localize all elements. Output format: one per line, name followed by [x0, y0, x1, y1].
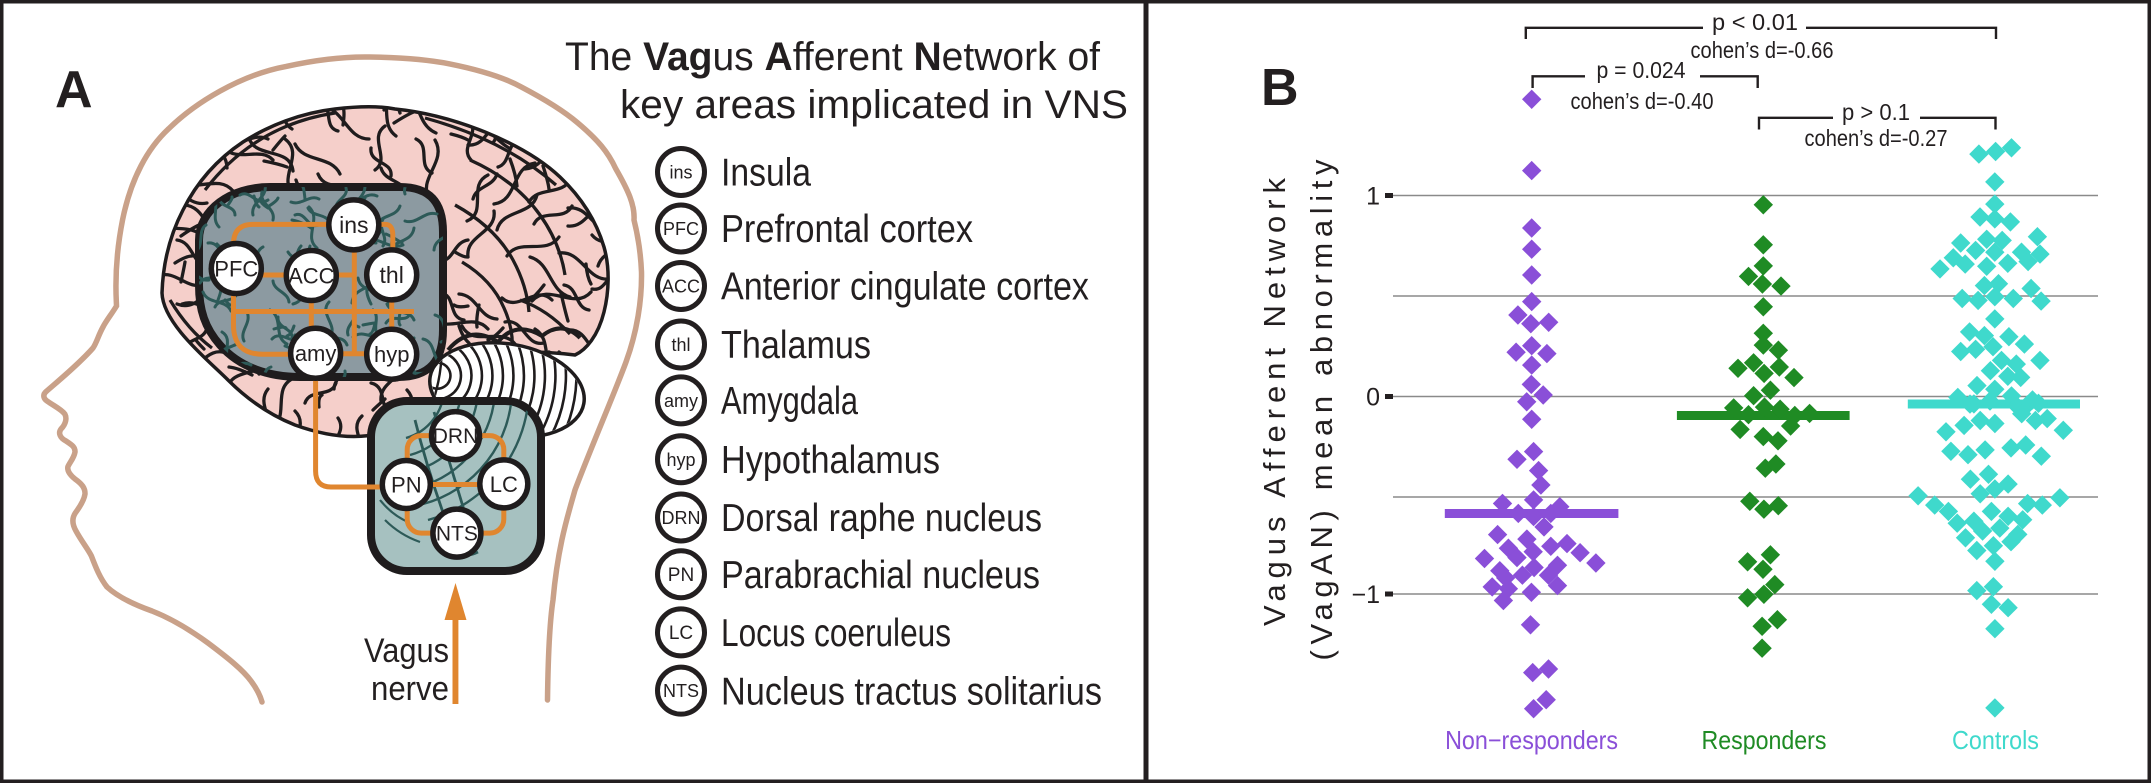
svg-text:PN: PN — [668, 565, 694, 586]
svg-text:thl: thl — [671, 335, 690, 355]
svg-text:p = 0.024: p = 0.024 — [1597, 57, 1686, 83]
svg-text:Prefrontal cortex: Prefrontal cortex — [721, 208, 973, 251]
svg-text:hyp: hyp — [666, 450, 695, 470]
svg-text:Non−responders: Non−responders — [1445, 725, 1618, 755]
svg-text:LC: LC — [669, 623, 693, 644]
svg-text:hyp: hyp — [374, 342, 409, 367]
svg-text:Responders: Responders — [1702, 725, 1827, 755]
svg-text:(VagAN) mean abnormality: (VagAN) mean abnormality — [1304, 159, 1339, 661]
svg-text:PN: PN — [391, 472, 422, 497]
svg-text:NTS: NTS — [663, 681, 699, 701]
svg-text:p > 0.1: p > 0.1 — [1842, 99, 1910, 125]
svg-text:DRN: DRN — [662, 508, 701, 528]
svg-text:0: 0 — [1366, 383, 1380, 411]
svg-text:p < 0.01: p < 0.01 — [1712, 9, 1798, 35]
svg-text:Dorsal raphe nucleus: Dorsal raphe nucleus — [721, 497, 1042, 540]
svg-text:thl: thl — [380, 262, 404, 288]
svg-text:Parabrachial nucleus: Parabrachial nucleus — [721, 554, 1040, 597]
svg-text:Amygdala: Amygdala — [721, 380, 858, 423]
svg-text:NTS: NTS — [436, 523, 478, 546]
svg-text:Nucleus tractus solitarius: Nucleus tractus solitarius — [721, 670, 1102, 713]
svg-text:Vagus Afferent Network: Vagus Afferent Network — [1257, 178, 1292, 627]
svg-text:ACC: ACC — [288, 263, 335, 288]
svg-text:Anterior cingulate cortex: Anterior cingulate cortex — [721, 266, 1089, 309]
svg-text:cohen’s d=-0.66: cohen’s d=-0.66 — [1691, 37, 1834, 63]
svg-text:DRN: DRN — [433, 425, 479, 448]
svg-text:Controls: Controls — [1952, 725, 2039, 755]
svg-text:Hypothalamus: Hypothalamus — [721, 439, 940, 482]
svg-text:key areas implicated in VNS: key areas implicated in VNS — [620, 83, 1128, 127]
svg-text:amy: amy — [664, 391, 698, 411]
svg-text:The Vagus Afferent Network of: The Vagus Afferent Network of — [565, 35, 1101, 79]
svg-text:cohen’s d=-0.27: cohen’s d=-0.27 — [1805, 125, 1948, 151]
svg-text:PFC: PFC — [663, 219, 699, 239]
svg-text:PFC: PFC — [214, 256, 258, 281]
svg-text:Vagus: Vagus — [364, 632, 449, 670]
svg-text:ins: ins — [339, 212, 368, 238]
svg-text:Locus coeruleus: Locus coeruleus — [721, 612, 951, 655]
svg-text:−1: −1 — [1351, 581, 1380, 609]
svg-text:B: B — [1261, 59, 1299, 117]
svg-text:1: 1 — [1366, 182, 1380, 210]
svg-text:ACC: ACC — [662, 276, 700, 296]
svg-text:nerve: nerve — [371, 670, 449, 708]
svg-text:amy: amy — [295, 341, 337, 366]
svg-text:Thalamus: Thalamus — [721, 324, 871, 367]
svg-text:Insula: Insula — [721, 152, 811, 195]
svg-text:LC: LC — [490, 472, 518, 497]
svg-text:cohen’s d=-0.40: cohen’s d=-0.40 — [1571, 88, 1714, 114]
svg-text:ins: ins — [669, 162, 692, 182]
svg-text:A: A — [55, 61, 93, 119]
